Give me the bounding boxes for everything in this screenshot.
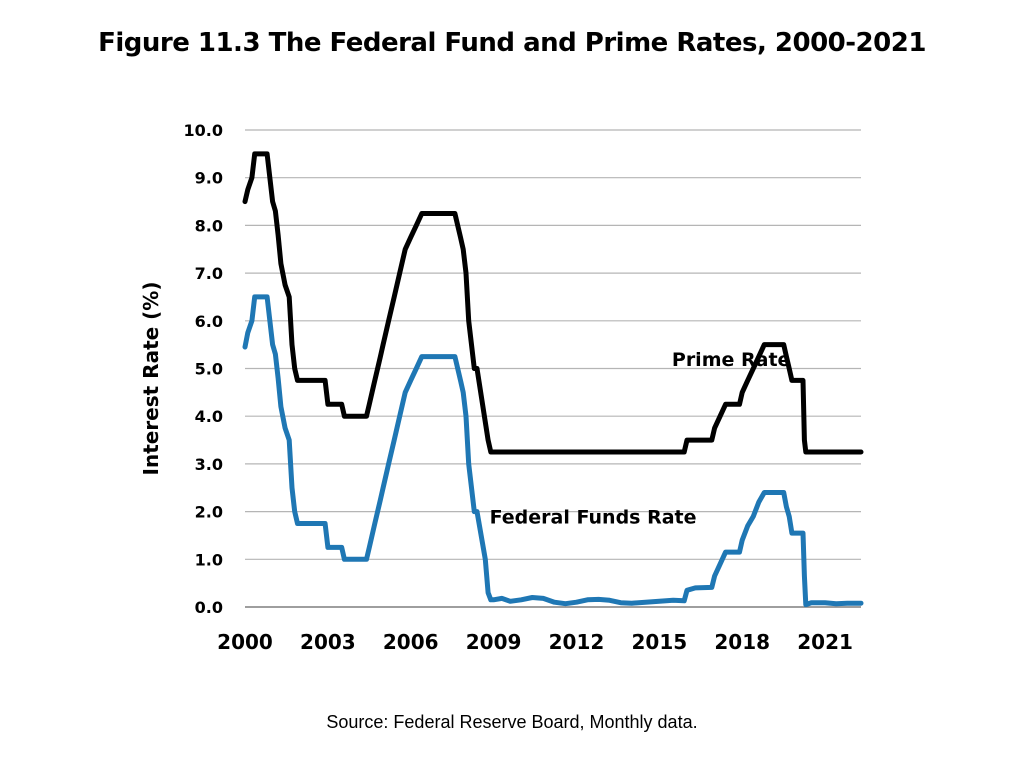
y-tick-label: 2.0 <box>195 503 223 522</box>
x-tick-label: 2009 <box>466 630 522 654</box>
y-tick-label: 9.0 <box>195 169 223 188</box>
x-tick-label: 2003 <box>300 630 356 654</box>
source-note: Source: Federal Reserve Board, Monthly d… <box>326 712 698 732</box>
y-tick-label: 0.0 <box>195 598 223 617</box>
y-tick-label: 3.0 <box>195 455 223 474</box>
x-tick-label: 2018 <box>714 630 770 654</box>
y-tick-label: 4.0 <box>195 407 223 426</box>
federal-funds-rate-line <box>242 294 864 608</box>
prime-rate-line <box>242 151 864 455</box>
series-lines <box>242 151 864 608</box>
y-tick-label: 5.0 <box>195 360 223 379</box>
y-tick-label: 6.0 <box>195 312 223 331</box>
x-tick-labels: 2000 2003 2006 2009 2012 2015 2018 2021 <box>217 630 853 654</box>
prime-rate-label: Prime Rate <box>672 349 791 371</box>
x-tick-label: 2012 <box>549 630 605 654</box>
chart-area: 0.01.02.03.04.05.06.07.08.09.010.0 2000 2… <box>139 121 864 654</box>
y-axis-title: Interest Rate (%) <box>139 282 163 476</box>
x-tick-label: 2000 <box>217 630 273 654</box>
x-tick-label: 2015 <box>632 630 688 654</box>
chart-title: Figure 11.3 The Federal Fund and Prime R… <box>98 28 926 58</box>
y-tick-label: 10.0 <box>184 121 223 140</box>
x-tick-label: 2021 <box>797 630 853 654</box>
y-tick-label: 1.0 <box>195 550 223 569</box>
federal-funds-rate-label: Federal Funds Rate <box>490 507 697 529</box>
gridlines <box>245 129 861 608</box>
y-tick-label: 7.0 <box>195 264 223 283</box>
y-tick-labels: 0.0 1.0 2.0 3.0 4.0 5.0 6.0 7.0 8.0 9.0 10.0 <box>184 121 223 617</box>
x-tick-label: 2006 <box>383 630 439 654</box>
y-tick-label: 8.0 <box>195 216 223 235</box>
